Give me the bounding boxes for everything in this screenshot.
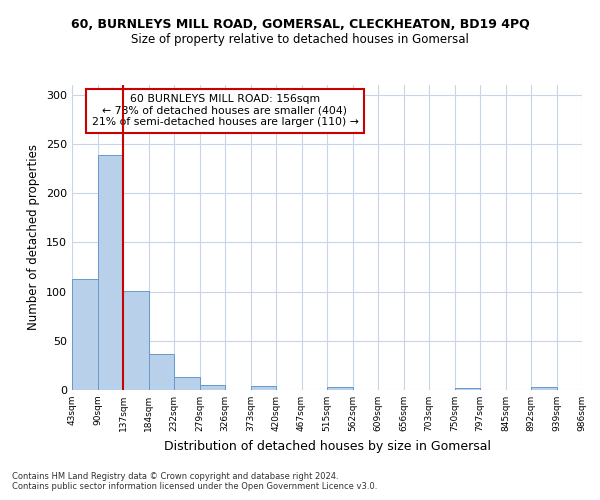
- Text: 60, BURNLEYS MILL ROAD, GOMERSAL, CLECKHEATON, BD19 4PQ: 60, BURNLEYS MILL ROAD, GOMERSAL, CLECKH…: [71, 18, 529, 30]
- Text: Contains public sector information licensed under the Open Government Licence v3: Contains public sector information licen…: [12, 482, 377, 491]
- Text: 60 BURNLEYS MILL ROAD: 156sqm
← 78% of detached houses are smaller (404)
21% of : 60 BURNLEYS MILL ROAD: 156sqm ← 78% of d…: [92, 94, 358, 128]
- Bar: [174, 377, 199, 390]
- Bar: [455, 388, 480, 390]
- Bar: [199, 385, 225, 390]
- Bar: [251, 386, 276, 390]
- Text: Size of property relative to detached houses in Gomersal: Size of property relative to detached ho…: [131, 32, 469, 46]
- Bar: [531, 387, 557, 390]
- Text: Contains HM Land Registry data © Crown copyright and database right 2024.: Contains HM Land Registry data © Crown c…: [12, 472, 338, 481]
- Bar: [327, 387, 353, 390]
- X-axis label: Distribution of detached houses by size in Gomersal: Distribution of detached houses by size …: [163, 440, 491, 452]
- Bar: [72, 279, 97, 390]
- Y-axis label: Number of detached properties: Number of detached properties: [28, 144, 40, 330]
- Bar: [97, 155, 123, 390]
- Bar: [149, 354, 174, 390]
- Bar: [123, 290, 149, 390]
